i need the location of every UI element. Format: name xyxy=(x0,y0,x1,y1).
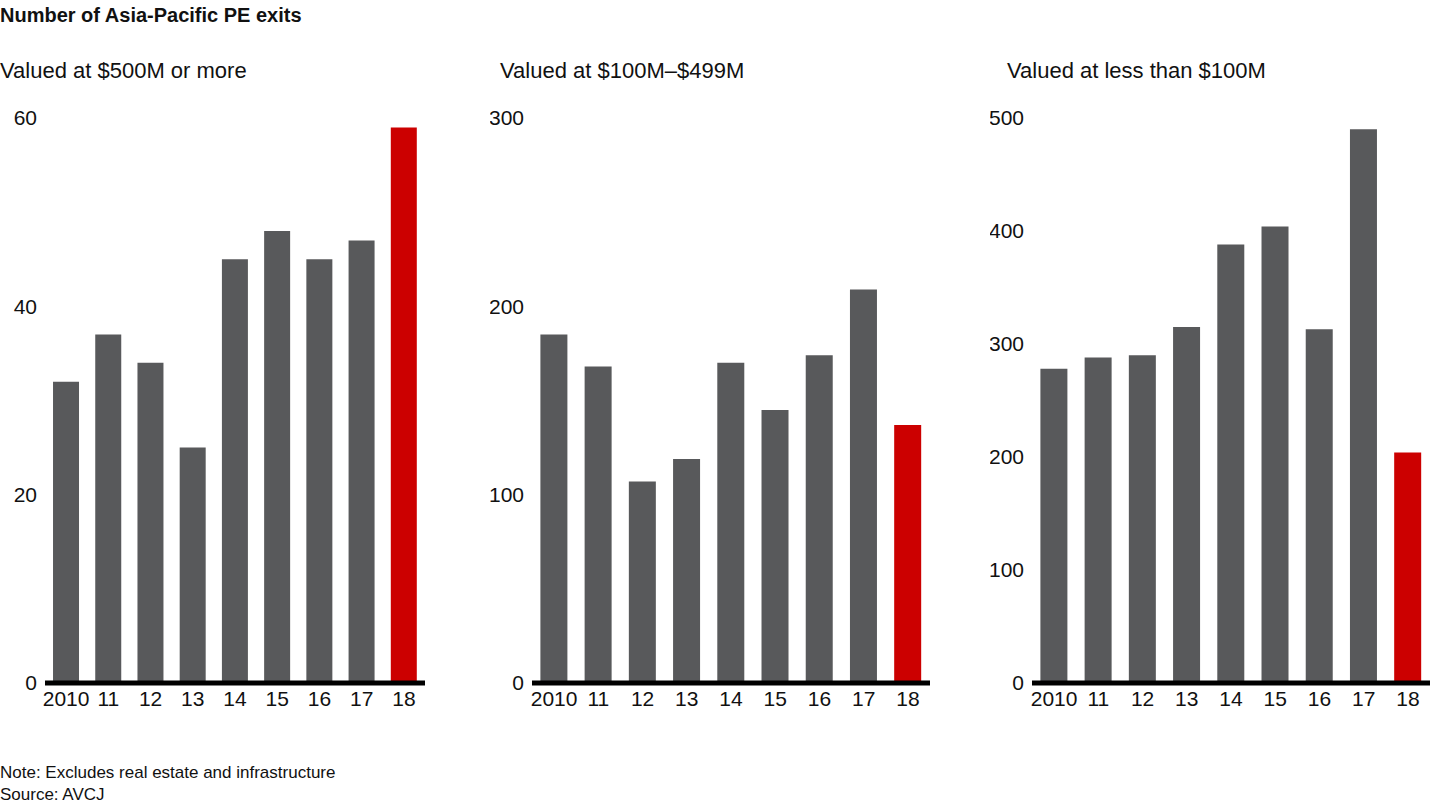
svg-text:100: 100 xyxy=(990,558,1024,581)
svg-text:17: 17 xyxy=(852,687,875,710)
svg-text:100: 100 xyxy=(490,483,524,506)
html-text:Number of Asia-Pacific PE exit: Number of Asia-Pacific PE exits xyxy=(0,4,302,26)
svg-text:2010: 2010 xyxy=(1031,687,1078,710)
svg-text:300: 300 xyxy=(990,332,1024,355)
svg-text:16: 16 xyxy=(308,687,331,710)
html-text:Note: Excludes real estate and: Note: Excludes real estate and infrastru… xyxy=(0,763,336,782)
svg-text:2010: 2010 xyxy=(43,687,90,710)
svg-text:13: 13 xyxy=(181,687,204,710)
svg-text:300: 300 xyxy=(490,106,524,129)
svg-text:14: 14 xyxy=(719,687,743,710)
svg-text:12: 12 xyxy=(139,687,162,710)
svg-text:500: 500 xyxy=(990,106,1024,129)
svg-text:11: 11 xyxy=(1087,687,1109,710)
svg-text:40: 40 xyxy=(14,295,37,318)
svg-text:14: 14 xyxy=(1219,687,1243,710)
svg-text:15: 15 xyxy=(764,687,787,710)
svg-text:13: 13 xyxy=(675,687,698,710)
svg-text:12: 12 xyxy=(1131,687,1154,710)
svg-text:11: 11 xyxy=(97,687,119,710)
svg-text:15: 15 xyxy=(266,687,289,710)
svg-text:0: 0 xyxy=(25,671,37,694)
svg-text:17: 17 xyxy=(350,687,373,710)
svg-text:2010: 2010 xyxy=(531,687,578,710)
svg-text:200: 200 xyxy=(490,295,524,318)
svg-text:14: 14 xyxy=(223,687,247,710)
svg-text:18: 18 xyxy=(392,687,415,710)
svg-text:200: 200 xyxy=(990,445,1024,468)
svg-text:17: 17 xyxy=(1352,687,1375,710)
svg-text:12: 12 xyxy=(631,687,654,710)
svg-text:400: 400 xyxy=(990,219,1024,242)
html-text:Source: AVCJ: Source: AVCJ xyxy=(0,785,105,804)
svg-text:11: 11 xyxy=(587,687,609,710)
svg-text:13: 13 xyxy=(1175,687,1198,710)
svg-text:18: 18 xyxy=(896,687,919,710)
svg-text:16: 16 xyxy=(1308,687,1331,710)
svg-text:20: 20 xyxy=(14,483,37,506)
svg-text:16: 16 xyxy=(808,687,831,710)
svg-text:60: 60 xyxy=(14,106,37,129)
html-text:Valued at less than $100M: Valued at less than $100M xyxy=(1007,58,1266,83)
svg-text:0: 0 xyxy=(512,671,524,694)
svg-text:15: 15 xyxy=(1264,687,1287,710)
svg-text:0: 0 xyxy=(1012,671,1024,694)
svg-text:18: 18 xyxy=(1396,687,1419,710)
html-text:Valued at $100M–$499M: Valued at $100M–$499M xyxy=(500,58,745,83)
html-text:Valued at $500M or more: Valued at $500M or more xyxy=(0,58,247,83)
